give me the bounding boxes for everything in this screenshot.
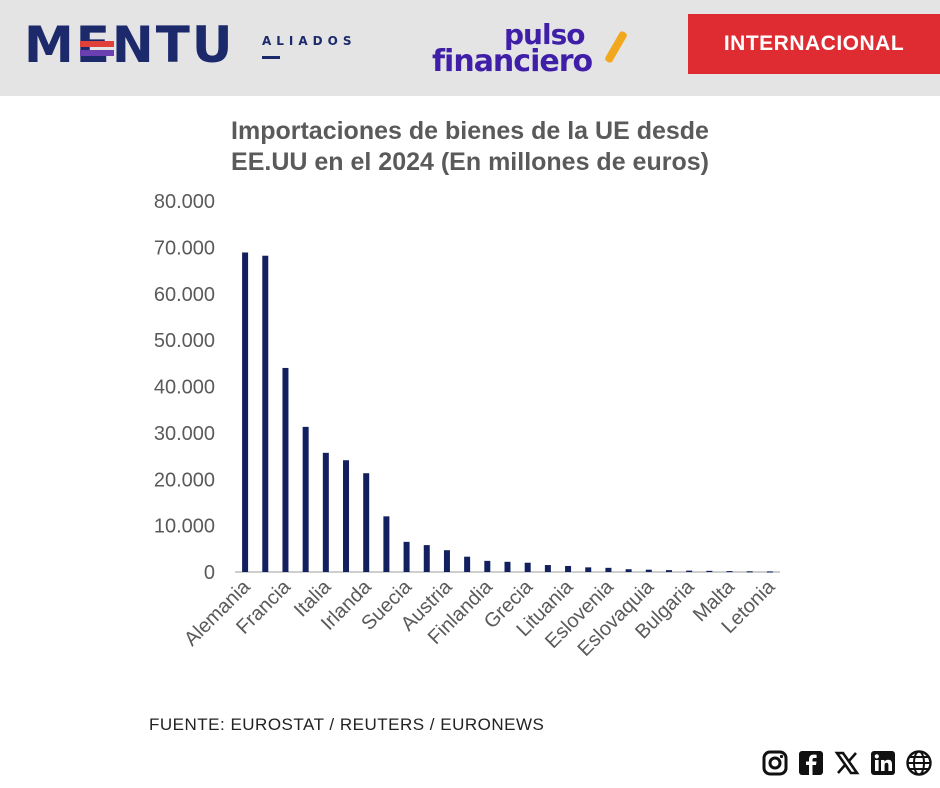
- linkedin-icon[interactable]: [868, 748, 898, 778]
- bar: [464, 556, 471, 572]
- bar: [403, 541, 410, 572]
- bar: [484, 560, 491, 572]
- logo-stripe-red: [80, 41, 114, 47]
- mentu-wordmark: MENTU: [24, 16, 235, 74]
- y-tick-label: 70.000: [154, 237, 215, 259]
- bar: [383, 516, 390, 572]
- bar: [766, 571, 773, 573]
- logo-underline: [262, 56, 280, 59]
- y-tick-label: 50.000: [154, 330, 215, 352]
- bar: [504, 561, 511, 572]
- bar: [706, 570, 713, 572]
- x-icon[interactable]: [832, 748, 862, 778]
- bar: [322, 452, 329, 572]
- source-note: FUENTE: EUROSTAT / REUTERS / EURONEWS: [149, 715, 545, 734]
- bar: [242, 252, 249, 572]
- y-tick-label: 0: [204, 562, 215, 584]
- bar: [282, 367, 289, 572]
- logo-accent-slash: [604, 30, 628, 64]
- instagram-icon[interactable]: [760, 748, 790, 778]
- internacional-section-button[interactable]: INTERNACIONAL: [688, 14, 940, 74]
- bar: [443, 550, 450, 572]
- y-tick-label: 20.000: [154, 469, 215, 491]
- globe-icon[interactable]: [904, 748, 934, 778]
- bar: [363, 473, 370, 572]
- bar: [665, 570, 672, 572]
- logo-stripe-purple: [80, 50, 114, 56]
- bar: [746, 571, 753, 573]
- bar: [585, 567, 592, 572]
- bar: [544, 565, 551, 572]
- y-tick-label: 60.000: [154, 284, 215, 306]
- chart-title: Importaciones de bienes de la UE desde E…: [231, 117, 709, 176]
- bar: [726, 571, 733, 573]
- header-banner: MENTU ALIADOS pulso financiero INTERNACI…: [0, 0, 940, 96]
- financiero-text: financiero: [432, 44, 593, 79]
- bar: [625, 569, 632, 572]
- pulso-text: pulso: [504, 18, 585, 51]
- facebook-icon[interactable]: [796, 748, 826, 778]
- bar: [343, 460, 350, 572]
- y-tick-label: 80.000: [154, 191, 215, 213]
- pulso-financiero-logo[interactable]: pulso financiero: [432, 20, 642, 80]
- y-tick-label: 40.000: [154, 377, 215, 399]
- bar: [686, 570, 693, 572]
- bar-chart: 0 10.000 20.000 30.000 40.000 50.000 60.000 70.…: [154, 191, 780, 661]
- bar: [565, 565, 572, 572]
- bar: [262, 255, 269, 572]
- mentu-logo[interactable]: MENTU ALIADOS: [24, 16, 364, 76]
- y-tick-label: 30.000: [154, 423, 215, 445]
- aliados-label: ALIADOS: [262, 34, 357, 48]
- bar: [605, 567, 612, 572]
- bar: [524, 562, 531, 572]
- bar: [302, 426, 309, 572]
- y-tick-label: 10.000: [154, 516, 215, 538]
- bar: [645, 569, 652, 572]
- bar: [423, 545, 430, 572]
- social-icons: [760, 748, 934, 780]
